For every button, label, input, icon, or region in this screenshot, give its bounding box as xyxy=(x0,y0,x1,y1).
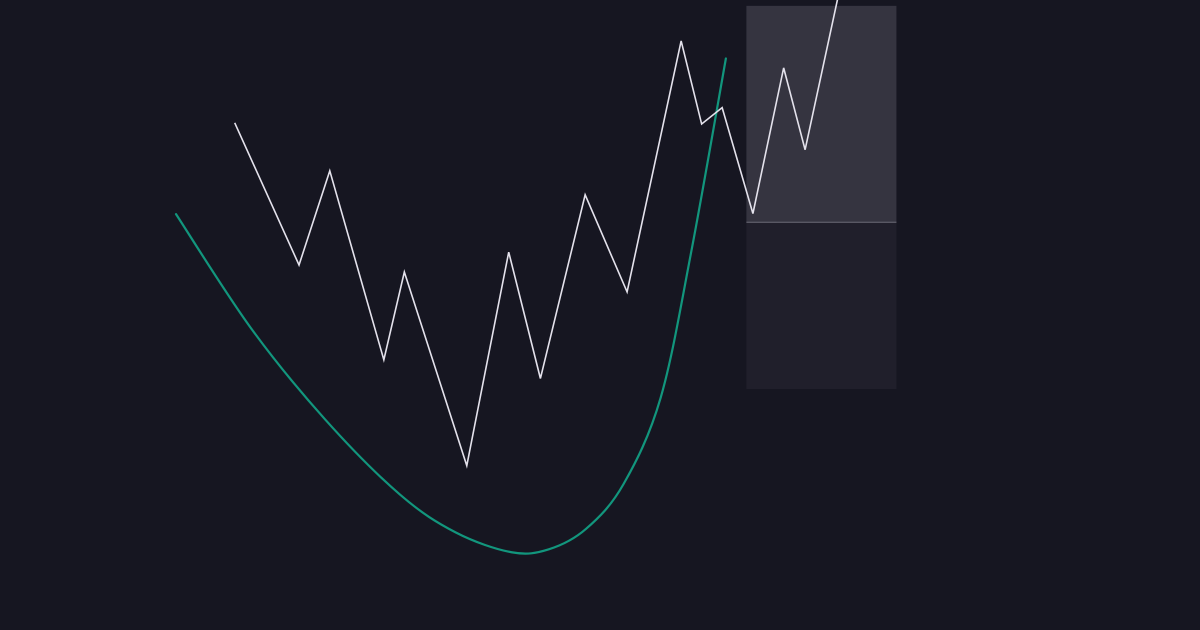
highlight-lower-zone xyxy=(746,222,897,390)
trend-curve xyxy=(174,57,727,555)
highlight-upper-zone xyxy=(746,5,897,223)
series-layer xyxy=(174,0,839,555)
price-line xyxy=(233,0,839,469)
highlight-region xyxy=(746,5,897,390)
